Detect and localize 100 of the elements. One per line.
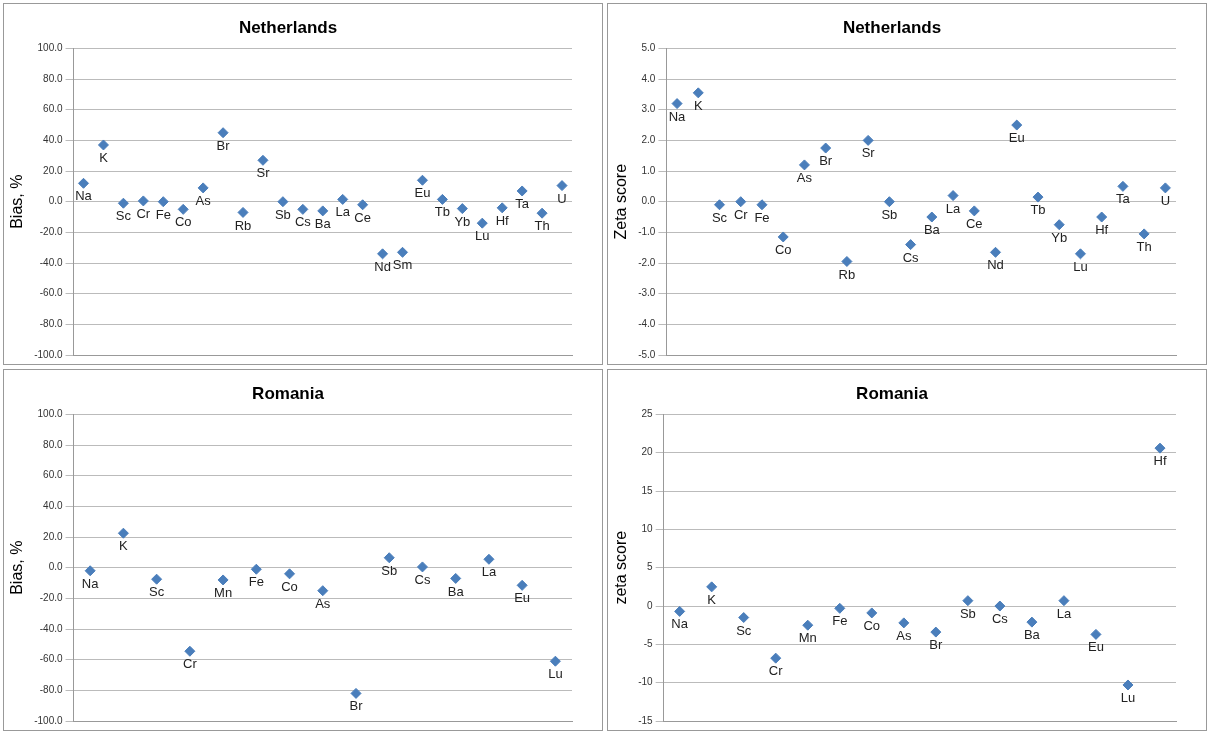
point: [317, 205, 329, 217]
category-label: Cs: [991, 611, 1008, 627]
point: [436, 193, 448, 205]
point: [968, 205, 980, 217]
category-label: Th: [1136, 238, 1152, 254]
category-label: Fe: [248, 574, 264, 590]
category-label: Fe: [155, 206, 171, 222]
y-tick-label: -80.0: [39, 318, 63, 330]
point: [556, 180, 568, 192]
category-label: Br: [349, 698, 363, 714]
point: [78, 177, 90, 189]
category-label: Hf: [495, 212, 509, 228]
category-label: La: [945, 200, 961, 216]
category-label: Ba: [923, 222, 940, 238]
y-tick-label: -80.0: [39, 684, 63, 696]
point: [117, 527, 129, 539]
point: [674, 605, 686, 617]
category-label: Ba: [447, 583, 464, 599]
category-label: Cr: [733, 206, 748, 222]
point: [692, 87, 704, 99]
point: [1090, 628, 1102, 640]
category-label: Th: [534, 218, 550, 234]
category-label: Lu: [548, 666, 563, 682]
point: [756, 199, 768, 211]
category-label: Sc: [149, 584, 165, 600]
category-label: As: [315, 595, 331, 611]
category-label: Na: [671, 616, 688, 632]
y-tick-label: 40.0: [43, 134, 63, 146]
point: [84, 565, 96, 577]
point: [1117, 180, 1129, 192]
point: [798, 159, 810, 171]
category-label: La: [481, 564, 497, 580]
category-label: Cr: [183, 656, 197, 672]
category-label: Hf: [1095, 222, 1109, 238]
y-tick-label: 80.0: [43, 72, 63, 84]
point: [706, 581, 718, 593]
y-tick-label: -4.0: [638, 318, 656, 330]
point: [770, 652, 782, 664]
category-label: Ce: [965, 215, 983, 231]
point: [1032, 191, 1044, 203]
category-label: Hf: [1153, 453, 1167, 469]
point: [277, 196, 289, 208]
category-label: K: [99, 150, 108, 166]
point: [777, 231, 789, 243]
category-label: Ba: [1023, 627, 1040, 643]
point: [802, 619, 814, 631]
point: [1026, 616, 1038, 628]
point: [297, 203, 309, 215]
category-label: Na: [75, 188, 92, 204]
category-label: Sc: [736, 622, 752, 638]
category-label: Tb: [1030, 202, 1046, 218]
y-tick-label: -100.0: [34, 714, 63, 726]
category-label: Sc: [711, 209, 728, 225]
category-label: Sb: [274, 206, 291, 222]
point: [337, 193, 349, 205]
y-tick-label: 100.0: [37, 408, 63, 420]
category-label: Fe: [832, 613, 848, 629]
category-label: K: [707, 591, 717, 607]
category-label: Sb: [381, 562, 398, 578]
y-tick-label: -5.0: [638, 348, 656, 360]
point: [184, 645, 196, 657]
point: [905, 239, 917, 251]
category-label: Nd: [987, 257, 1004, 273]
category-label: As: [796, 169, 813, 185]
point: [377, 248, 389, 260]
y-tick-label: -40.0: [39, 622, 63, 634]
point: [217, 127, 229, 139]
category-label: Sb: [881, 206, 898, 222]
point: [284, 568, 296, 580]
point: [250, 563, 262, 575]
point: [1074, 248, 1086, 260]
category-label: Sm: [392, 257, 413, 273]
point: [862, 134, 874, 146]
category-label: Lu: [475, 228, 490, 244]
category-label: Co: [174, 214, 192, 230]
category-label: Ba: [314, 215, 331, 231]
y-tick-label: -60.0: [39, 287, 63, 299]
category-label: U: [557, 190, 567, 206]
point: [1159, 182, 1171, 194]
category-label: Cs: [902, 249, 919, 265]
category-label: As: [195, 192, 211, 208]
point: [1096, 211, 1108, 223]
y-tick-label: 0.0: [48, 561, 63, 573]
y-tick-label: 3.0: [641, 103, 656, 115]
point: [1154, 442, 1166, 454]
point: [536, 207, 548, 219]
category-label: Na: [81, 575, 99, 591]
category-label: Ta: [515, 196, 530, 212]
y-tick-label: 20: [641, 446, 654, 458]
category-label: Tb: [434, 204, 450, 220]
point: [151, 573, 163, 585]
y-tick-label: 0.0: [641, 195, 656, 207]
category-label: U: [1160, 192, 1171, 208]
category-label: Lu: [1073, 258, 1088, 274]
point: [866, 607, 878, 619]
y-tick-label: -20.0: [39, 592, 63, 604]
point: [735, 196, 747, 208]
y-tick-label: -10: [638, 676, 654, 688]
category-label: Br: [819, 153, 833, 169]
y-tick-label: 80.0: [43, 438, 63, 450]
